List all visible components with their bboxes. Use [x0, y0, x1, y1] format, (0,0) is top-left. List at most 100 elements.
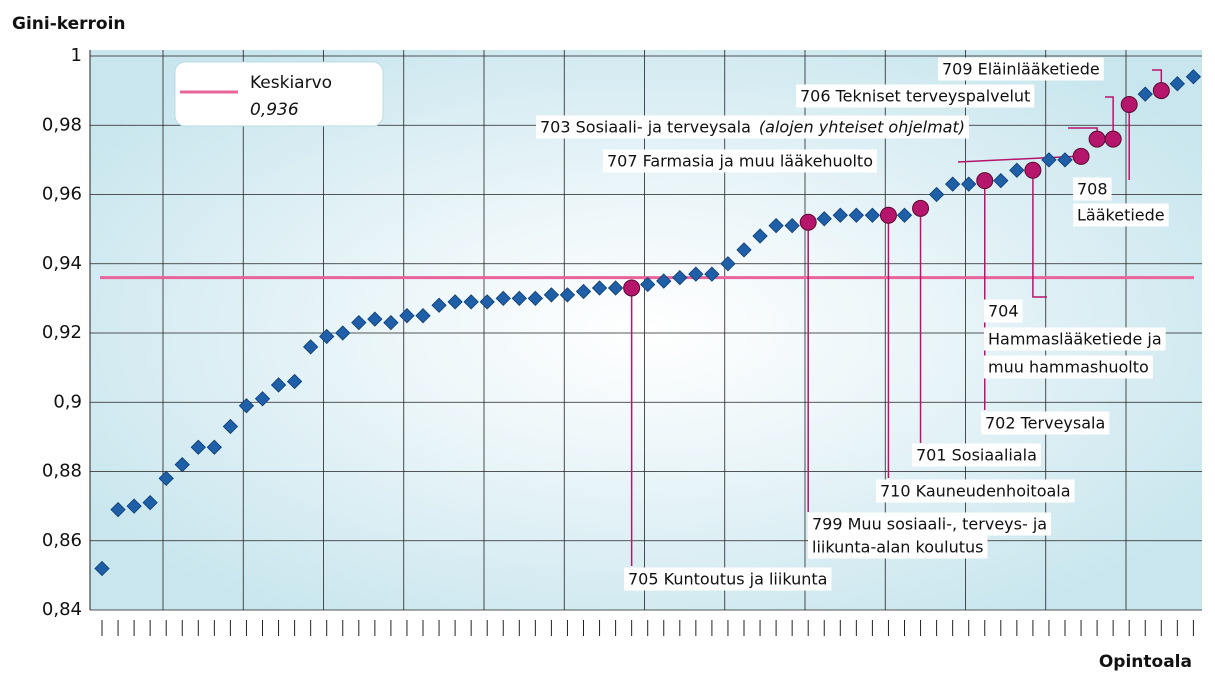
point — [303, 339, 319, 355]
point — [110, 501, 126, 518]
point — [527, 290, 543, 307]
point — [656, 273, 672, 289]
label-bg — [984, 327, 1166, 351]
y-tick-label: 0,92 — [42, 322, 82, 343]
annotation-label: 703 Sosiaali- ja terveysala — [540, 118, 751, 137]
highlight-point — [1152, 82, 1170, 100]
point — [447, 294, 463, 310]
annotation-label: 710 Kauneudenhoitoala — [880, 482, 1071, 501]
point — [254, 391, 271, 407]
point — [319, 328, 335, 345]
leader-line — [1105, 96, 1114, 140]
point — [367, 311, 383, 327]
point — [270, 377, 287, 393]
point — [174, 456, 190, 473]
y-tick-label: 0,94 — [42, 253, 82, 274]
annotation-label: muu hammashuolto — [988, 358, 1149, 377]
point — [286, 373, 303, 390]
legend-label: Keskiarvo — [250, 73, 332, 93]
label-bg — [1073, 177, 1112, 201]
point — [896, 207, 913, 223]
label-bg — [912, 443, 1041, 467]
annotation-note: (alojen yhteiset ohjelmat) — [759, 118, 965, 137]
legend-box — [174, 61, 384, 127]
highlight-point — [1072, 147, 1090, 165]
point — [928, 186, 945, 203]
annotation-label: 708 — [1077, 180, 1108, 199]
point — [993, 173, 1009, 189]
y-tick-label: 0,98 — [42, 114, 82, 135]
x-axis-title: Opintoala — [1099, 652, 1192, 672]
point — [142, 495, 158, 511]
label-bg — [938, 57, 1104, 81]
point — [399, 308, 415, 324]
point — [1137, 86, 1153, 102]
point — [383, 314, 399, 331]
y-tick-label: 0,86 — [42, 530, 82, 551]
point — [94, 560, 110, 577]
point — [961, 176, 977, 192]
highlight-point — [1120, 95, 1138, 113]
highlight-point — [976, 172, 994, 190]
y-tick-label: 0,88 — [42, 461, 82, 482]
label-bg — [808, 535, 988, 559]
point — [238, 398, 255, 414]
point — [1009, 162, 1025, 178]
point — [575, 283, 592, 300]
point — [1041, 152, 1057, 168]
point — [832, 207, 848, 223]
point — [720, 256, 736, 272]
highlight-point — [623, 279, 641, 297]
point — [158, 470, 174, 487]
point — [126, 498, 142, 514]
y-tick-label: 0,9 — [53, 391, 82, 412]
annotation-label: 702 Terveysala — [985, 414, 1105, 433]
point — [495, 290, 511, 307]
point — [479, 294, 495, 310]
highlight-point — [1088, 130, 1106, 148]
y-tick-label: 0,96 — [42, 184, 82, 205]
label-bg — [624, 567, 832, 591]
point — [736, 242, 752, 258]
label-bg — [981, 411, 1110, 435]
point — [1057, 152, 1073, 168]
highlight-point — [1024, 161, 1042, 179]
point — [591, 280, 608, 296]
highlight-point — [1104, 130, 1122, 148]
y-tick-label: 0,84 — [42, 599, 82, 620]
annotation-label: 705 Kuntoutus ja liikunta — [628, 570, 827, 589]
leader-line — [1032, 170, 1047, 298]
annotation-label: 701 Sosiaaliala — [916, 446, 1037, 465]
point — [752, 228, 768, 244]
highlight-point — [912, 199, 930, 217]
highlight-point — [799, 213, 817, 231]
point — [688, 266, 704, 282]
point — [431, 297, 447, 313]
annotation-label: 707 Farmasia ja muu lääkehuolto — [607, 152, 873, 171]
highlight-point — [879, 206, 897, 224]
point — [1169, 76, 1185, 92]
point — [607, 280, 624, 296]
label-bg — [603, 149, 877, 173]
point — [945, 176, 961, 192]
point — [816, 211, 832, 227]
point — [543, 287, 560, 303]
point — [848, 207, 864, 223]
point — [415, 308, 431, 324]
point — [559, 287, 576, 303]
annotation-label: liikunta-alan koulutus — [812, 538, 983, 557]
label-bg — [1073, 203, 1169, 227]
point — [463, 294, 479, 310]
legend-value: 0,936 — [250, 100, 299, 120]
label-bg — [984, 355, 1153, 379]
label-bg — [796, 84, 1035, 108]
point — [351, 314, 367, 331]
label-bg — [876, 479, 1075, 503]
label-bg — [808, 512, 1052, 536]
annotation-label: 706 Tekniset terveyspalvelut — [800, 87, 1030, 106]
point — [640, 276, 656, 293]
point — [511, 290, 527, 307]
point — [335, 325, 351, 341]
annotation-label: Lääketiede — [1077, 206, 1165, 225]
